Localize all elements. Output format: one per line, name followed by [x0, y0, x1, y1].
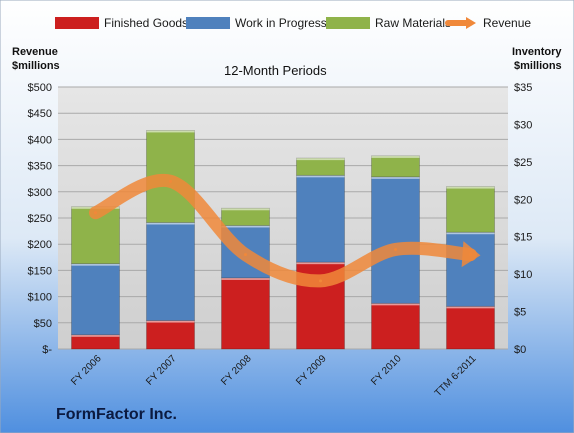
legend-swatch-work-in-progress	[186, 17, 230, 29]
bar-finished-goods	[221, 277, 270, 350]
bar-highlight	[446, 232, 495, 235]
left-axis-title-line2: $millions	[12, 60, 60, 72]
left-tick-label: $250	[28, 213, 52, 225]
legend-label-work-in-progress: Work in Progress	[235, 16, 327, 30]
left-tick-label: $300	[28, 187, 52, 199]
bar-raw-materials	[371, 155, 420, 178]
legend: Finished Goods Work in Progress Raw Mate…	[55, 16, 531, 30]
revenue-line-layer	[89, 173, 481, 288]
revenue-point	[319, 279, 322, 283]
revenue-arrow-icon	[461, 241, 481, 268]
left-tick-label: $500	[28, 82, 52, 94]
bar-highlight	[371, 303, 420, 306]
bar-work-in-progress	[71, 263, 120, 336]
revenue-point	[394, 247, 397, 251]
revenue-point	[244, 253, 247, 257]
legend-label-finished-goods: Finished Goods	[104, 16, 188, 30]
right-tick-label: $5	[514, 307, 526, 319]
bar-work-in-progress	[146, 222, 195, 321]
company-name: FormFactor Inc.	[56, 406, 177, 423]
bar-highlight	[371, 155, 420, 158]
legend-swatch-finished-goods	[55, 17, 99, 29]
bar-highlight	[221, 225, 270, 228]
bar-raw-materials	[221, 207, 270, 226]
legend-label-revenue: Revenue	[483, 16, 531, 30]
bar-highlight	[296, 175, 345, 178]
right-axis-title-line2: $millions	[514, 60, 562, 72]
bar-work-in-progress	[296, 174, 345, 263]
bar-highlight	[221, 277, 270, 280]
right-axis-title-line1: Inventory	[512, 46, 562, 58]
right-tick-label: $30	[514, 119, 532, 131]
bar-highlight	[446, 186, 495, 189]
legend-item-finished-goods: Finished Goods	[55, 16, 188, 30]
bar-finished-goods	[371, 302, 420, 350]
right-tick-label: $0	[514, 344, 526, 356]
bar-finished-goods	[446, 305, 495, 350]
bar-highlight	[146, 130, 195, 133]
bars	[71, 130, 495, 350]
left-tick-label: $-	[42, 344, 52, 356]
left-axis-title-line1: Revenue	[12, 46, 58, 58]
bar-highlight	[296, 158, 345, 161]
bar-raw-materials	[296, 157, 345, 176]
bar-work-in-progress	[446, 231, 495, 307]
grid-lines	[58, 86, 508, 350]
legend-swatch-raw-materials	[326, 17, 370, 29]
bar-highlight	[146, 222, 195, 225]
legend-item-work-in-progress: Work in Progress	[186, 16, 327, 30]
left-tick-label: $100	[28, 292, 52, 304]
revenue-point	[169, 179, 172, 183]
legend-item-raw-materials: Raw Materials	[326, 16, 451, 30]
right-tick-label: $10	[514, 269, 532, 281]
right-tick-label: $15	[514, 232, 532, 244]
legend-item-revenue: Revenue	[445, 16, 531, 30]
right-tick-label: $35	[514, 82, 532, 94]
right-tick-label: $20	[514, 194, 532, 206]
bar-highlight	[446, 306, 495, 309]
right-tick-label: $25	[514, 157, 532, 169]
bar-highlight	[71, 263, 120, 266]
bar-highlight	[146, 320, 195, 323]
left-tick-label: $400	[28, 134, 52, 146]
legend-arrow-icon	[466, 17, 476, 29]
bar-highlight	[71, 334, 120, 337]
bar-work-in-progress	[371, 176, 420, 304]
chart-title: 12-Month Periods	[224, 63, 327, 78]
revenue-point	[94, 211, 97, 215]
left-tick-label: $200	[28, 239, 52, 251]
bar-raw-materials	[446, 186, 495, 233]
bar-highlight	[371, 176, 420, 179]
left-tick-label: $450	[28, 108, 52, 120]
bar-finished-goods	[71, 334, 120, 350]
left-tick-label: $50	[34, 318, 52, 330]
bar-finished-goods	[146, 320, 195, 350]
bar-highlight	[296, 262, 345, 265]
legend-label-raw-materials: Raw Materials	[375, 16, 451, 30]
bar-highlight	[221, 208, 270, 211]
left-tick-label: $350	[28, 161, 52, 173]
left-tick-label: $150	[28, 265, 52, 277]
